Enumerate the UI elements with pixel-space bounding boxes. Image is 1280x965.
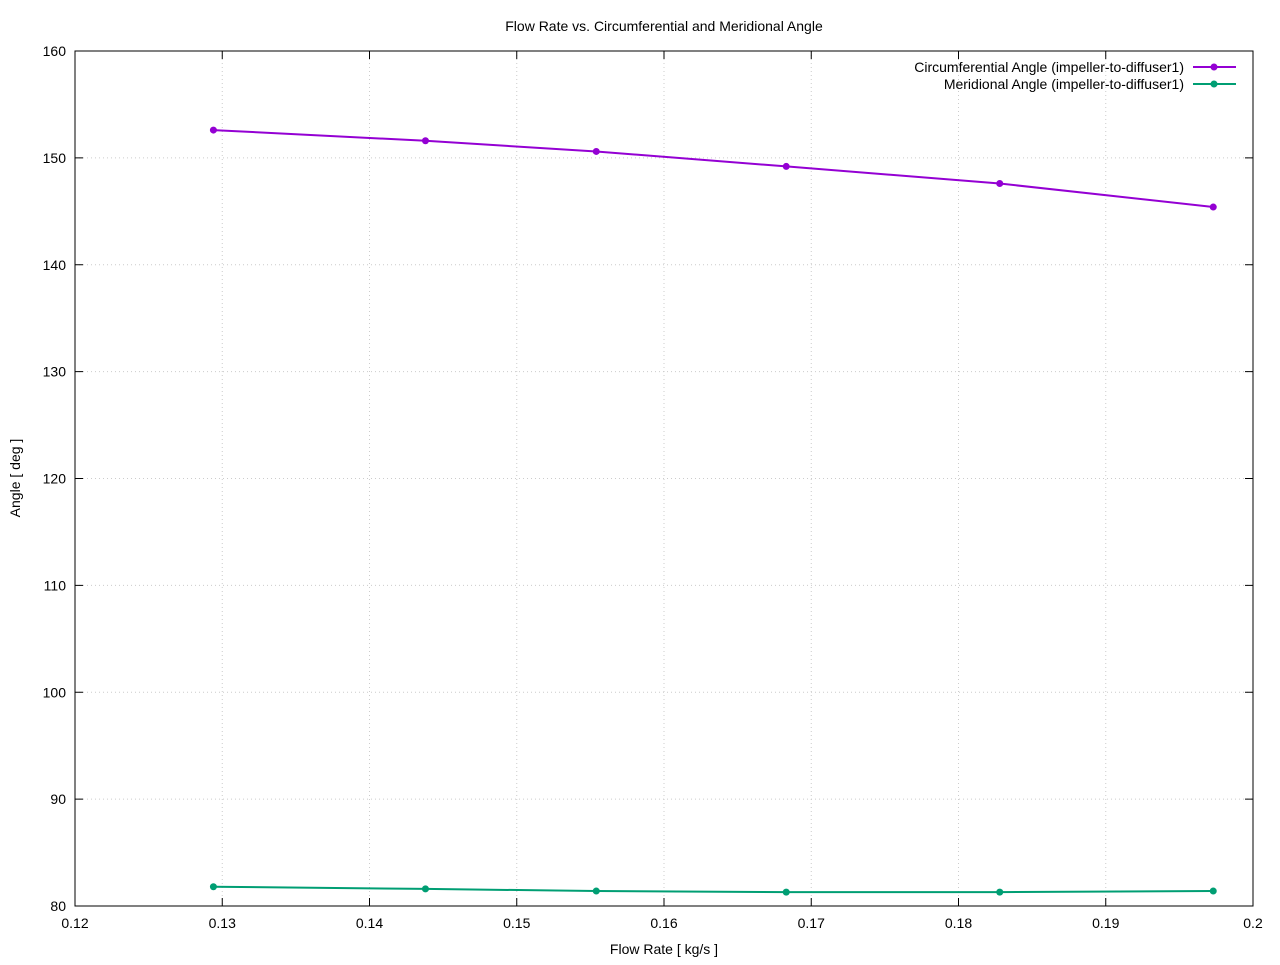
data-point [1209, 203, 1217, 211]
y-tick-label: 80 [50, 898, 66, 914]
data-point [1209, 887, 1217, 895]
x-tick-label: 0.16 [650, 915, 677, 931]
series-group [209, 126, 1217, 896]
data-point [592, 147, 600, 155]
legend-label: Circumferential Angle (impeller-to-diffu… [914, 59, 1184, 75]
x-tick-label: 0.19 [1092, 915, 1119, 931]
data-point [209, 126, 217, 134]
y-axis-label: Angle [ deg ] [7, 439, 23, 518]
data-point [421, 885, 429, 893]
x-tick-label: 0.2 [1243, 915, 1263, 931]
y-tick-label: 90 [50, 791, 66, 807]
y-tick-label: 130 [43, 364, 67, 380]
legend-marker [1210, 63, 1218, 71]
data-point [421, 137, 429, 145]
legend-marker [1210, 80, 1218, 88]
y-tick-label: 110 [44, 577, 67, 593]
y-tick-label: 120 [43, 471, 67, 487]
data-point [782, 888, 790, 896]
legend: Circumferential Angle (impeller-to-diffu… [914, 59, 1236, 92]
axis-ticks: 0.12 0.13 0.14 0.15 0.16 0.17 0.18 0.19 0.2 80 90 1… [43, 43, 1263, 931]
y-tick-label: 150 [43, 150, 67, 166]
legend-label: Meridional Angle (impeller-to-diffuser1) [944, 76, 1184, 92]
y-tick-label: 160 [43, 43, 67, 59]
data-point [996, 180, 1004, 188]
data-point [782, 162, 790, 170]
x-tick-label: 0.18 [945, 915, 972, 931]
data-point [209, 883, 217, 891]
data-point [996, 888, 1004, 896]
series-line-2 [213, 885, 1214, 894]
data-point [592, 887, 600, 895]
x-tick-label: 0.12 [61, 915, 88, 931]
x-tick-label: 0.15 [503, 915, 530, 931]
x-axis-label: Flow Rate [ kg/s ] [610, 941, 718, 957]
chart-title: Flow Rate vs. Circumferential and Meridi… [505, 18, 823, 34]
x-tick-label: 0.13 [209, 915, 236, 931]
x-tick-label: 0.14 [356, 915, 383, 931]
grid [75, 51, 1253, 906]
x-tick-label: 0.17 [798, 915, 825, 931]
series-line-1 [213, 129, 1214, 209]
plot-border [74, 50, 1254, 907]
y-tick-label: 140 [43, 257, 67, 273]
y-tick-label: 100 [43, 684, 67, 700]
